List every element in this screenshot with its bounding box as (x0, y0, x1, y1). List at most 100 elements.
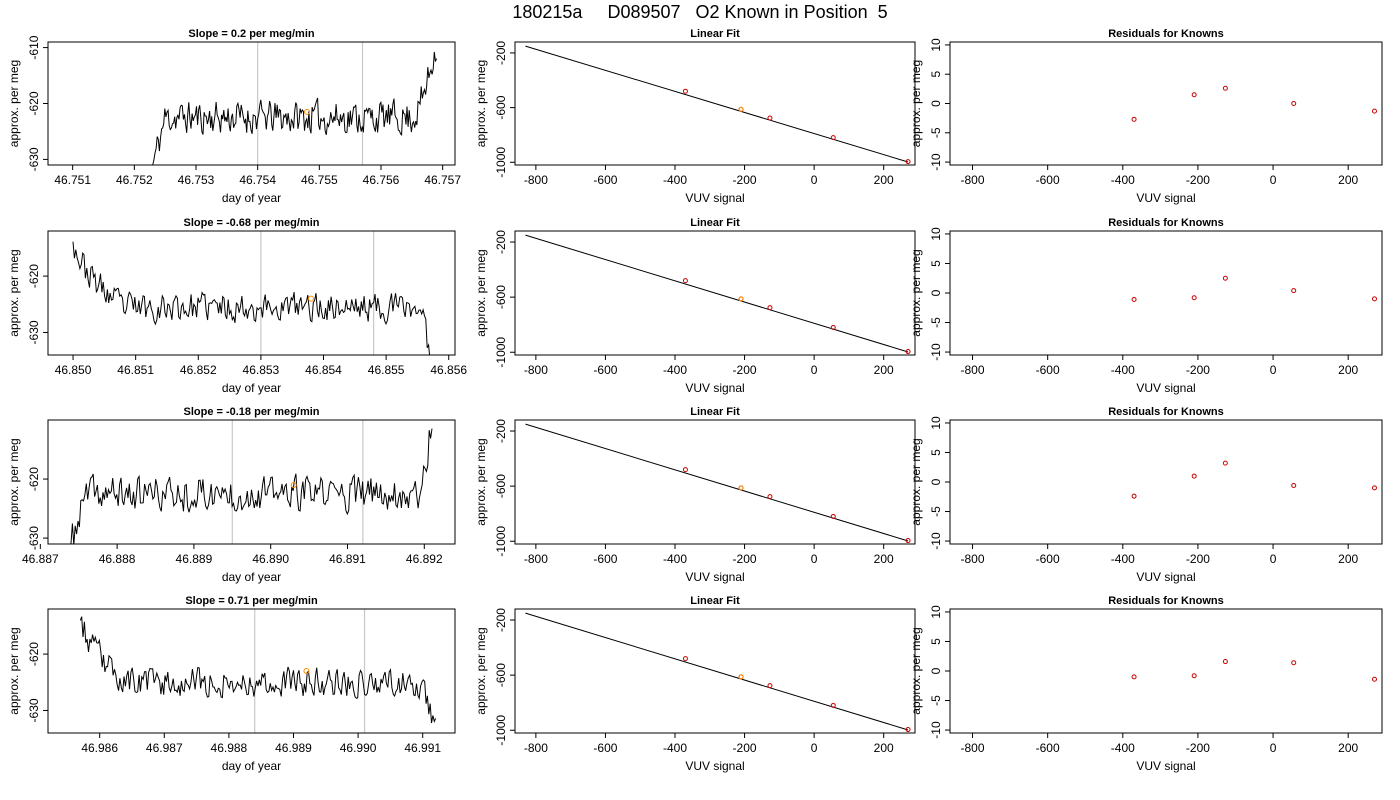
x-tick-label: 0 (1270, 173, 1277, 187)
panel-resid-0 (945, 41, 1383, 170)
x-tick-label: 46.754 (239, 173, 276, 187)
panel-title: Linear Fit (690, 595, 740, 607)
data-point (1371, 676, 1377, 682)
data-point (1222, 460, 1228, 466)
x-tick-label: -200 (1186, 741, 1210, 755)
x-tick-label: -400 (663, 173, 687, 187)
data-point (1222, 659, 1228, 665)
y-axis-label: approx. per meg (7, 438, 21, 525)
x-axis-label: VUV signal (685, 759, 744, 773)
x-tick-label: 200 (1338, 363, 1358, 377)
y-axis-label: approx. per meg (909, 627, 923, 714)
x-axis-label: day of year (222, 759, 281, 773)
x-tick-label: 46.986 (81, 741, 118, 755)
x-axis-label: VUV signal (1136, 381, 1195, 395)
y-tick-label: -10 (929, 153, 943, 171)
y-tick-label: -610 (27, 35, 41, 59)
x-tick-label: -800 (961, 741, 985, 755)
y-tick-label: -200 (494, 41, 508, 65)
data-point (1222, 85, 1228, 91)
fit-line (525, 45, 909, 163)
y-tick-label: 10 (929, 605, 943, 619)
y-tick-label: -620 (27, 642, 41, 666)
y-tick-label: -600 (494, 95, 508, 119)
x-tick-label: 0 (811, 363, 818, 377)
data-point (1291, 483, 1297, 489)
data-point (905, 349, 911, 355)
y-tick-label: -5 (929, 506, 943, 517)
y-tick-label: -630 (27, 698, 41, 722)
data-point (767, 115, 773, 121)
x-tick-label: -200 (733, 552, 757, 566)
signal-trace (152, 51, 437, 165)
data-point (1191, 673, 1197, 679)
x-tick-label: -600 (1036, 363, 1060, 377)
x-axis-label: day of year (222, 191, 281, 205)
data-point (682, 656, 688, 662)
x-axis-label: day of year (222, 381, 281, 395)
plot-frame (949, 41, 1383, 166)
x-tick-label: -600 (593, 173, 617, 187)
x-tick-label: -200 (733, 363, 757, 377)
x-tick-label: 200 (874, 552, 894, 566)
x-tick-label: 0 (811, 552, 818, 566)
x-tick-label: 46.889 (176, 552, 213, 566)
y-axis-label: approx. per meg (474, 627, 488, 714)
x-tick-label: -800 (961, 552, 985, 566)
x-tick-label: -400 (1111, 173, 1135, 187)
y-tick-label: -1000 (494, 337, 508, 368)
y-tick-label: 10 (929, 227, 943, 241)
y-axis-label: approx. per meg (474, 60, 488, 147)
plot-frame (47, 608, 456, 734)
plot-frame (949, 230, 1383, 356)
x-tick-label: 46.852 (180, 363, 217, 377)
unknown-point (738, 296, 744, 302)
data-point (1131, 296, 1137, 302)
x-tick-label: 46.751 (54, 173, 91, 187)
data-point (830, 702, 836, 708)
panel-title: Slope = 0.71 per meg/min (185, 595, 318, 607)
x-tick-label: 46.752 (116, 173, 153, 187)
plot-frame (949, 419, 1383, 545)
x-tick-label: -400 (1111, 363, 1135, 377)
panel-fit-0 (510, 41, 916, 170)
x-tick-label: 200 (874, 363, 894, 377)
x-axis-label: VUV signal (685, 381, 744, 395)
panel-fit-3 (510, 608, 916, 738)
data-point (1191, 473, 1197, 479)
x-tick-label: -600 (1036, 741, 1060, 755)
x-tick-label: 46.892 (406, 552, 443, 566)
data-point (1131, 674, 1137, 680)
data-point (1291, 101, 1297, 106)
x-tick-label: 46.755 (301, 173, 338, 187)
x-tick-label: 46.757 (424, 173, 461, 187)
y-tick-label: 5 (929, 449, 943, 456)
x-tick-label: -400 (663, 363, 687, 377)
unknown-point (738, 674, 744, 680)
mean-marker (304, 108, 310, 115)
x-tick-label: 46.987 (146, 741, 183, 755)
x-tick-label: -400 (1111, 552, 1135, 566)
x-tick-label: 46.855 (368, 363, 405, 377)
panel-fit-1 (510, 230, 916, 360)
data-point (767, 683, 773, 689)
data-point (682, 278, 688, 284)
data-point (830, 513, 836, 519)
y-tick-label: -10 (929, 721, 943, 739)
y-tick-label: -630 (27, 526, 41, 550)
x-tick-label: 200 (874, 741, 894, 755)
x-tick-label: 0 (1270, 363, 1277, 377)
x-tick-label: -400 (663, 552, 687, 566)
data-point (1371, 485, 1377, 491)
plot-frame (514, 230, 916, 356)
y-tick-label: -1000 (494, 715, 508, 746)
panel-title: Linear Fit (690, 217, 740, 229)
y-tick-label: -1000 (494, 526, 508, 557)
plot-frame (949, 608, 1383, 734)
data-point (1291, 660, 1297, 666)
x-tick-label: -600 (593, 552, 617, 566)
panel-title: Slope = -0.68 per meg/min (183, 217, 319, 229)
x-tick-label: 46.988 (211, 741, 248, 755)
x-tick-label: -800 (961, 173, 985, 187)
panel-title: Residuals for Knowns (1108, 595, 1224, 607)
